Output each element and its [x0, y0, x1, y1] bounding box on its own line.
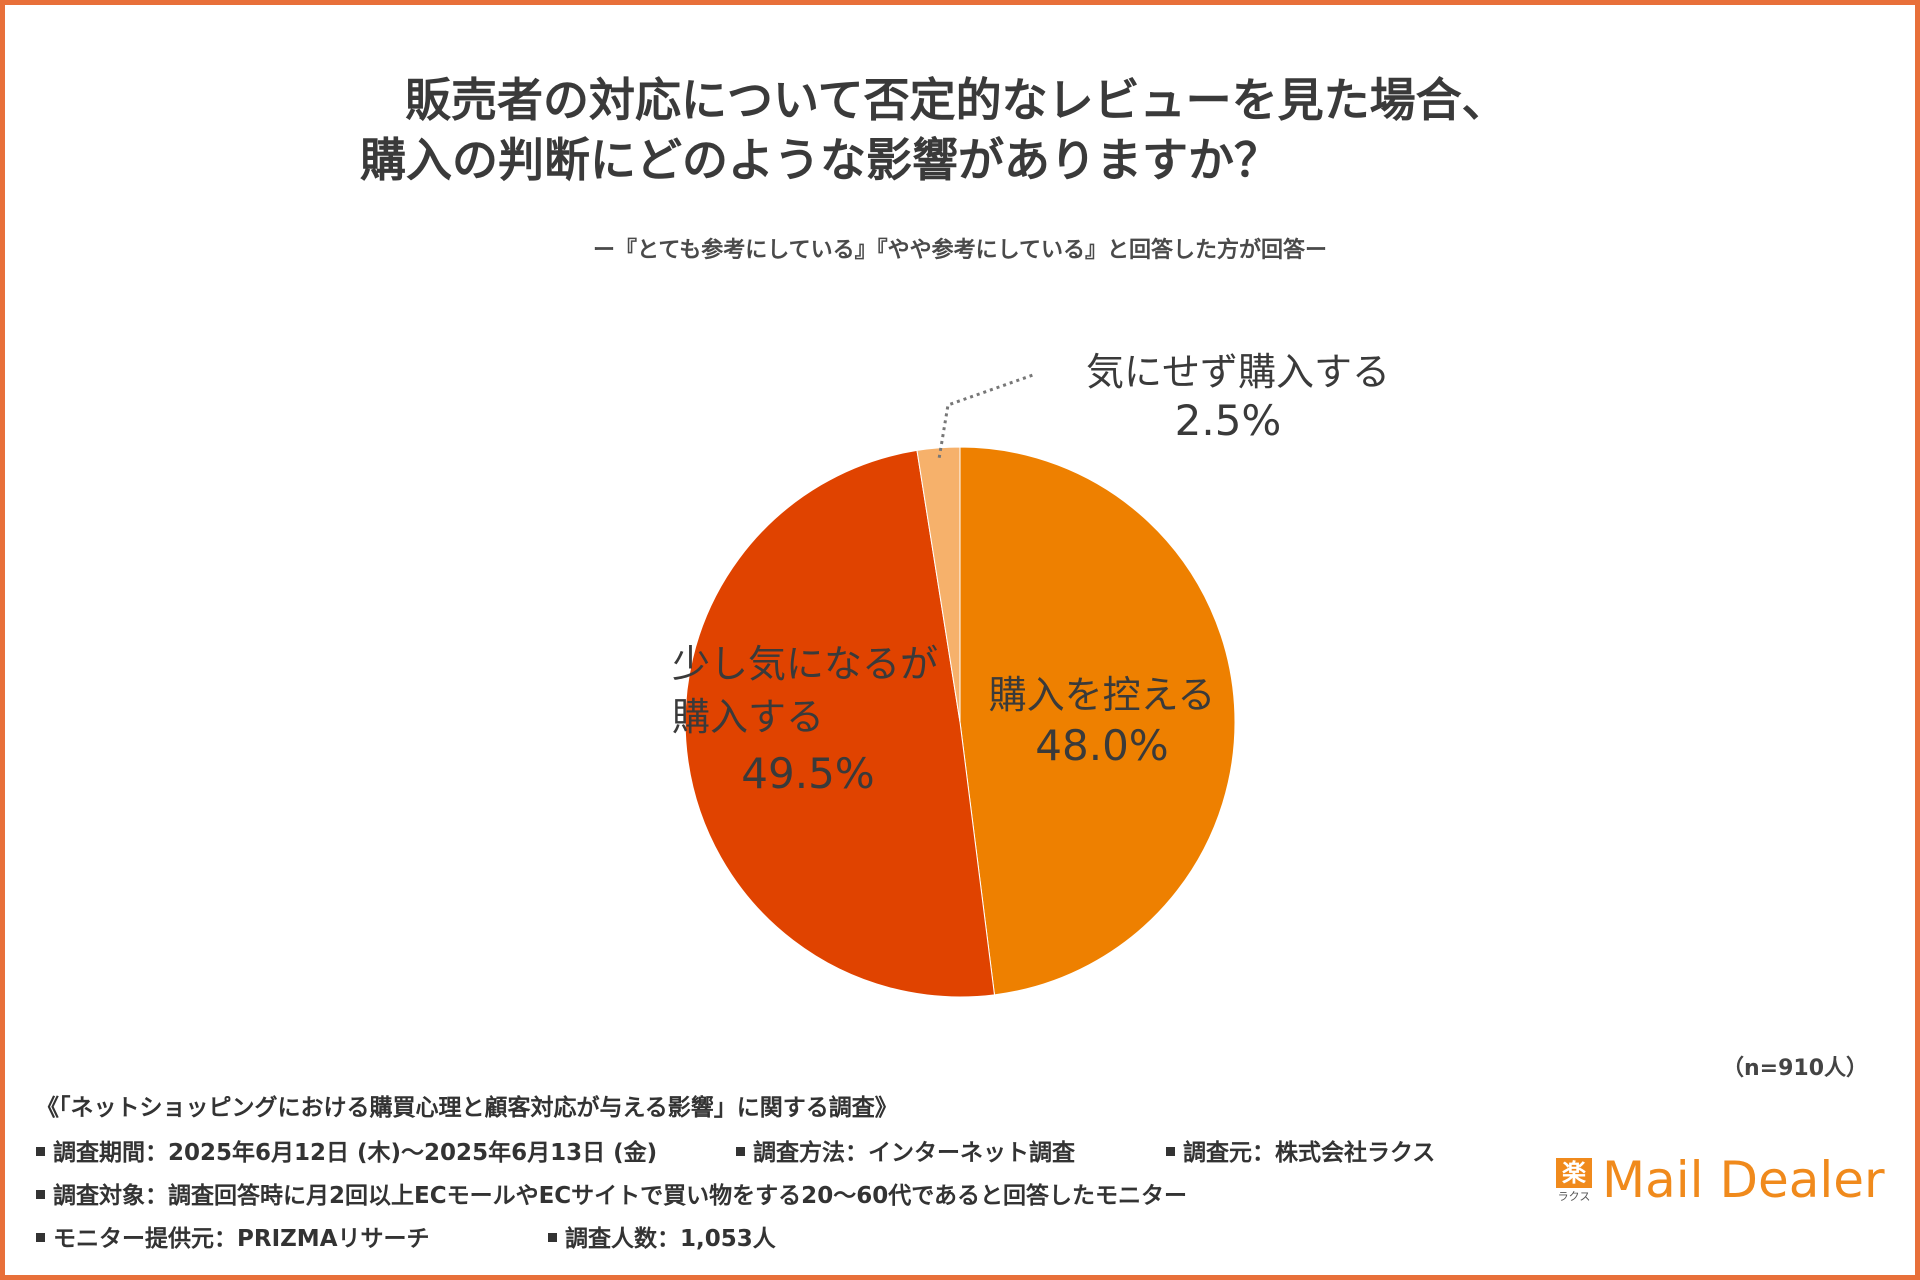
bullet-square-icon	[36, 1147, 45, 1156]
footer-item-provider: モニター提供元：PRIZMAリサーチ	[36, 1219, 430, 1253]
chart-subtitle: ー『とても参考にしている』『やや参考にしている』と回答した方が回答ー	[593, 238, 1327, 263]
slice-label-1-line-2: 購入する	[672, 695, 824, 739]
pie-slice-1	[684, 449, 996, 998]
slice-value-0: 48.0%	[1035, 721, 1168, 770]
footer-item-period: 調査期間：2025年6月12日 (木)～2025年6月13日 (金)	[36, 1133, 657, 1167]
bullet-square-icon	[36, 1233, 45, 1242]
slice-label-0: 購入を控える	[989, 673, 1216, 717]
pie-slice-0	[959, 446, 1236, 996]
slice-label-2: 気にせず購入する	[1086, 350, 1390, 394]
bullet-square-icon	[548, 1233, 557, 1242]
footer-item-count: 調査人数：1,053人	[548, 1219, 776, 1253]
footer-item-method: 調査方法：インターネット調査	[736, 1133, 1075, 1167]
bullet-square-icon	[1166, 1147, 1175, 1156]
slice-label-1-line-1: 少し気になるが	[672, 642, 938, 686]
brand-name: Mail Dealer	[1602, 1151, 1885, 1209]
chart-title-line-2: 購入の判断にどのような影響がありますか？	[360, 133, 1280, 187]
bullet-square-icon	[736, 1147, 745, 1156]
sample-size-note: （n=910人）	[1722, 1056, 1869, 1081]
chart-title-line-1: 販売者の対応について否定的なレビューを見た場合、	[405, 73, 1508, 127]
slice-value-1: 49.5%	[741, 749, 874, 798]
rakus-logo-mark: 楽 ラクス	[1556, 1158, 1592, 1203]
bullet-square-icon	[36, 1190, 45, 1199]
leader-line-2	[937, 373, 1034, 459]
pie-slice-2	[916, 446, 961, 723]
footer-item-target: 調査対象：調査回答時に月2回以上ECモールやECサイトで買い物をする20～60代…	[36, 1176, 1187, 1210]
chart-title: 販売者の対応について否定的なレビューを見た場合、 購入の判断にどのような影響があ…	[360, 70, 1560, 190]
slice-value-2: 2.5%	[1175, 396, 1282, 445]
survey-name: 《「ネットショッピングにおける購買心理と顧客対応が与える影響」に関する調査》	[36, 1095, 898, 1121]
footer-item-source: 調査元：株式会社ラクス	[1166, 1133, 1435, 1167]
